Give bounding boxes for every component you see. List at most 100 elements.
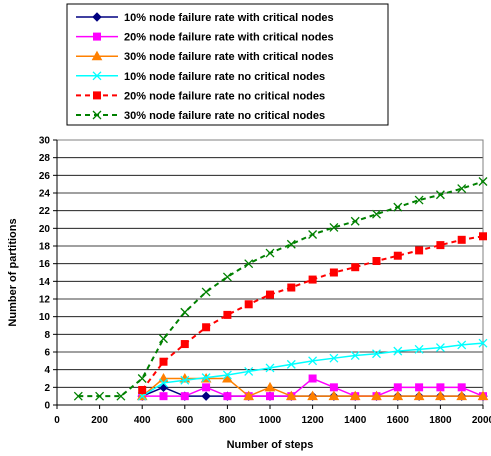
y-tick-label: 16 xyxy=(39,259,51,270)
data-point xyxy=(372,257,381,266)
legend-item: 30% node failure rate with critical node… xyxy=(76,50,334,63)
y-axis-title: Number of partitions xyxy=(7,218,19,326)
data-point xyxy=(244,259,254,269)
y-tick-label: 12 xyxy=(39,295,51,306)
data-point xyxy=(222,370,232,380)
x-tick-label: 400 xyxy=(134,415,151,426)
data-point xyxy=(372,209,381,219)
data-point xyxy=(180,307,190,317)
data-point xyxy=(307,390,318,401)
x-tick-label: 1600 xyxy=(387,415,410,426)
legend-marker xyxy=(93,32,101,41)
data-point xyxy=(265,363,275,373)
legend-label: 30% node failure rate with critical node… xyxy=(124,51,334,63)
data-point xyxy=(393,251,402,260)
series-line xyxy=(78,180,484,398)
x-tick-label: 2000 xyxy=(472,415,491,426)
data-point xyxy=(202,383,211,392)
x-tick-label: 1200 xyxy=(301,415,324,426)
data-point xyxy=(223,310,232,319)
x-tick-label: 1000 xyxy=(259,415,282,426)
data-point xyxy=(286,359,296,369)
y-tick-label: 26 xyxy=(39,171,51,182)
data-point xyxy=(243,390,255,401)
x-tick-label: 800 xyxy=(219,415,236,426)
data-point xyxy=(137,374,147,383)
legend-marker xyxy=(92,110,102,120)
data-point xyxy=(393,202,403,212)
y-tick-label: 8 xyxy=(44,330,50,341)
y-tick-label: 30 xyxy=(39,136,51,147)
data-point xyxy=(329,222,339,232)
legend-item: 20% node failure rate no critical nodes xyxy=(76,90,325,102)
legend-marker xyxy=(91,50,103,61)
data-point xyxy=(308,374,317,383)
series-line xyxy=(141,235,484,391)
data-point xyxy=(457,235,466,244)
legend-label: 10% node failure rate no critical nodes xyxy=(124,71,325,83)
data-point xyxy=(435,390,446,401)
data-point xyxy=(435,343,445,353)
data-point xyxy=(201,287,211,297)
data-point xyxy=(329,268,338,277)
x-axis-title: Number of steps xyxy=(227,439,314,451)
data-point xyxy=(414,344,424,354)
data-point xyxy=(328,390,340,401)
legend-item: 20% node failure rate with critical node… xyxy=(76,32,334,44)
data-point xyxy=(202,323,211,332)
y-tick-label: 6 xyxy=(44,348,50,359)
data-point xyxy=(393,383,402,392)
data-point xyxy=(308,230,318,239)
x-tick-label: 1400 xyxy=(344,415,367,426)
legend-label: 30% node failure rate no critical nodes xyxy=(124,110,325,122)
axes xyxy=(53,139,484,409)
data-point xyxy=(350,351,360,360)
data-point xyxy=(478,177,488,186)
data-point xyxy=(457,383,466,392)
data-point xyxy=(477,390,489,401)
y-tick-label: 24 xyxy=(39,189,51,200)
data-point xyxy=(138,385,147,394)
data-point xyxy=(265,248,275,258)
data-point xyxy=(222,272,232,282)
y-tick-label: 0 xyxy=(44,401,50,412)
data-point xyxy=(415,383,424,392)
data-point xyxy=(201,391,211,401)
legend-label: 20% node failure rate with critical node… xyxy=(124,32,334,44)
data-point xyxy=(180,340,189,349)
legend-label: 10% node failure rate with critical node… xyxy=(124,12,334,24)
data-point xyxy=(159,334,168,344)
data-point xyxy=(285,390,297,401)
x-tick-label: 1800 xyxy=(429,415,452,426)
series-4 xyxy=(137,338,488,401)
data-point xyxy=(350,216,360,226)
data-point xyxy=(159,392,168,401)
data-point xyxy=(180,392,189,401)
data-point xyxy=(371,390,382,401)
legend-box xyxy=(66,3,389,126)
series-layer xyxy=(73,177,489,401)
data-point xyxy=(159,357,168,366)
data-point xyxy=(478,338,488,348)
data-point xyxy=(349,390,361,401)
data-point xyxy=(223,392,232,401)
data-point xyxy=(372,349,381,359)
data-point xyxy=(264,381,276,392)
y-tick-label: 14 xyxy=(39,277,51,288)
data-point xyxy=(456,390,468,401)
data-point xyxy=(329,383,338,392)
y-tick-label: 28 xyxy=(39,153,51,164)
y-tick-label: 20 xyxy=(39,224,51,235)
data-point xyxy=(159,378,168,388)
data-point xyxy=(457,340,467,350)
legend-item: 30% node failure rate no critical nodes xyxy=(76,110,325,122)
data-point xyxy=(351,263,360,272)
data-point xyxy=(436,383,445,392)
legend-marker xyxy=(92,71,102,81)
data-point xyxy=(201,373,211,383)
data-point xyxy=(95,391,105,401)
data-point xyxy=(414,195,424,205)
data-point xyxy=(73,391,83,401)
